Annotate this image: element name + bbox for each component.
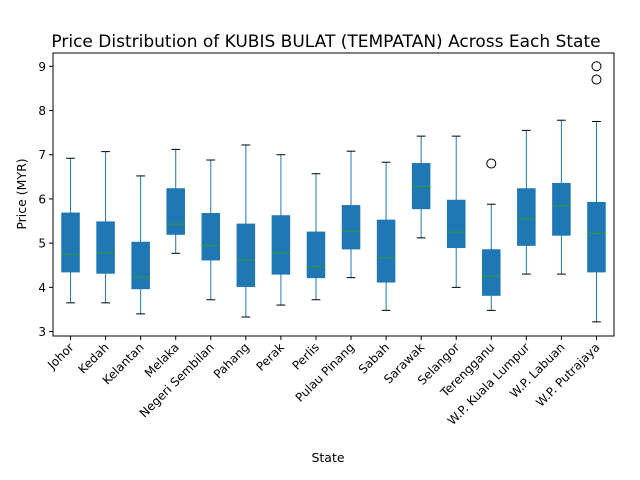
- box-group: [587, 61, 606, 323]
- y-tick-label: 5: [38, 237, 46, 251]
- box: [271, 215, 291, 275]
- box-group: [517, 129, 536, 275]
- box: [341, 205, 361, 250]
- outlier-point: [591, 61, 602, 72]
- box-group: [166, 148, 185, 254]
- y-axis: 3 4 5 6 7 8 9: [38, 60, 53, 339]
- box: [201, 213, 221, 261]
- x-tick-label: Perak: [253, 340, 287, 374]
- x-tick-label: W.P. Putrajaya: [533, 340, 602, 409]
- y-tick-label: 8: [38, 104, 46, 118]
- x-tick-label: Johor: [44, 340, 76, 372]
- box: [306, 231, 326, 279]
- box: [517, 188, 536, 246]
- y-tick-label: 6: [38, 192, 46, 206]
- box: [131, 241, 150, 290]
- outlier-point: [486, 158, 497, 169]
- x-tick-label: Pahang: [211, 340, 252, 381]
- box: [61, 212, 80, 273]
- x-tick-label: Perlis: [290, 340, 323, 373]
- boxes: [61, 61, 606, 323]
- box-group: [411, 135, 431, 239]
- y-tick-label: 7: [38, 148, 46, 162]
- box-group: [482, 158, 501, 311]
- box: [236, 223, 256, 287]
- box: [376, 219, 396, 283]
- y-axis-label: Price (MYR): [14, 158, 29, 229]
- y-tick-label: 4: [38, 281, 46, 295]
- box: [482, 249, 501, 296]
- y-tick-label: 9: [38, 60, 46, 74]
- box-group: [61, 157, 80, 304]
- box-group: [96, 151, 115, 304]
- y-tick-label: 3: [38, 325, 46, 339]
- box: [96, 221, 115, 274]
- box-group: [376, 161, 396, 311]
- box-group: [341, 150, 361, 279]
- box-group: [271, 154, 291, 306]
- outlier-point: [591, 74, 602, 85]
- chart-title: Price Distribution of KUBIS BULAT (TEMPA…: [51, 32, 600, 52]
- box-group: [236, 144, 256, 318]
- box-group: [201, 159, 221, 301]
- box-group: [306, 173, 326, 301]
- box: [446, 199, 466, 249]
- box-group: [552, 119, 571, 275]
- box: [587, 201, 606, 273]
- box-group: [446, 135, 466, 288]
- box: [552, 182, 571, 236]
- box-group: [131, 175, 150, 315]
- x-axis-label: State: [311, 450, 344, 465]
- box: [166, 188, 185, 235]
